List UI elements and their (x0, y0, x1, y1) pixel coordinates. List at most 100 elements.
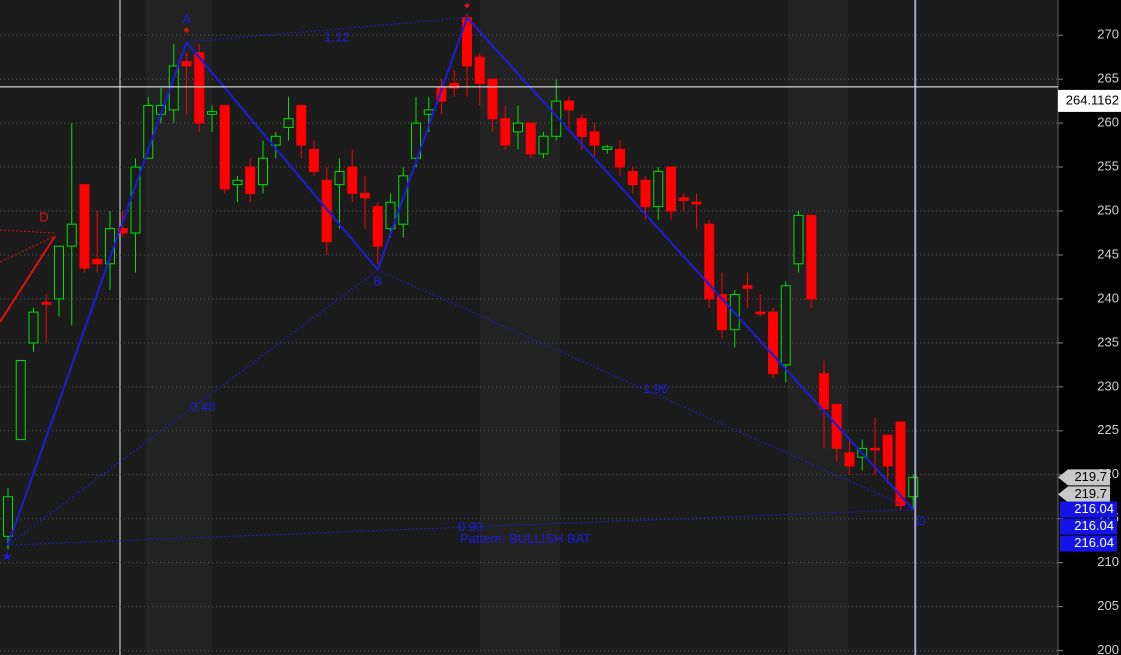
candle-body (819, 373, 829, 410)
candle-body (347, 166, 358, 194)
pattern-ratio: 1.12 (324, 29, 349, 44)
candle-body (79, 184, 90, 269)
candle-body (551, 100, 562, 137)
candle-body (615, 148, 625, 168)
candle-body (270, 135, 281, 146)
pattern-ratio: 0.48 (190, 399, 215, 414)
pattern-point-label: A (182, 12, 191, 27)
candle-body (372, 206, 383, 247)
candle-body (640, 179, 651, 208)
pattern-leg (466, 16, 914, 511)
candle-body (66, 223, 77, 247)
candle-body (627, 170, 638, 186)
candle-body (678, 197, 689, 201)
candle-body (28, 311, 39, 344)
price-tag-box (1060, 501, 1117, 518)
candle-body (793, 214, 804, 265)
price-tag-box (1060, 535, 1117, 552)
candle-body (15, 359, 26, 441)
y-tick-label: 255 (1097, 158, 1119, 173)
pattern-dotted-line (186, 17, 468, 43)
candle-body (882, 434, 893, 467)
candle-body (666, 166, 676, 212)
candle-body (780, 285, 791, 366)
candle-body (92, 258, 103, 265)
candle-body (908, 476, 919, 498)
y-tick-label: 265 (1097, 71, 1119, 86)
candle-body (844, 452, 855, 467)
candle-body (500, 118, 511, 146)
candle-body (143, 105, 154, 159)
candle-body (41, 301, 52, 305)
candle-body (423, 109, 434, 115)
candle-body (806, 214, 817, 300)
y-tick-label: 200 (1097, 642, 1119, 655)
price-tag-label: 219.7 (1074, 486, 1107, 501)
candle-body (487, 78, 498, 120)
candle-body (232, 179, 243, 186)
prior-pattern: D (0, 209, 56, 323)
pattern-point-label: B (373, 273, 382, 288)
crosshair-label-box (1058, 89, 1121, 112)
y-tick-label: 235 (1097, 334, 1119, 349)
candle-body (870, 447, 880, 451)
pattern-leg (376, 17, 468, 271)
y-tick-label: 250 (1097, 202, 1119, 217)
candle-body (602, 146, 613, 150)
price-tag-box (1060, 518, 1117, 535)
y-tick-label: 205 (1097, 598, 1119, 613)
candle-body (385, 201, 396, 230)
price-tag-label: 219.7 (1074, 469, 1107, 484)
candle-body (589, 131, 600, 146)
candle-body (691, 201, 702, 205)
pattern-leg (7, 41, 188, 546)
candle-body (219, 105, 230, 190)
candle-body (474, 56, 485, 85)
candle-body (54, 245, 64, 300)
price-tag-label: 216.04 (1074, 518, 1114, 533)
price-tag-label: 216.04 (1074, 501, 1114, 516)
candle-body (360, 192, 370, 199)
candle-body (181, 61, 192, 67)
price-tag-box (1058, 486, 1110, 503)
pattern-dotted-line (7, 509, 914, 546)
pattern-dotted-line (377, 269, 914, 511)
prior-pattern-leg (0, 235, 56, 323)
candle-body (895, 421, 906, 507)
candle-body (117, 228, 128, 234)
candle-body (538, 135, 549, 155)
candle-body (309, 148, 319, 172)
candle-body (3, 496, 13, 537)
y-tick-label: 245 (1097, 246, 1119, 261)
price-tag-label: 216.04 (1074, 535, 1114, 550)
candle-body (411, 122, 421, 159)
candle-body (576, 118, 587, 137)
y-tick-label: 240 (1097, 290, 1119, 305)
candle-body (525, 122, 536, 155)
candle-body (283, 118, 294, 128)
pattern-dotted-line (7, 269, 379, 546)
pattern-ratio: 0.93 (458, 519, 483, 534)
y-tick-label: 270 (1097, 27, 1119, 42)
prior-pattern-label: D (39, 209, 48, 224)
candle-body (704, 223, 715, 300)
candle-body (258, 157, 268, 186)
prior-pattern-leg (0, 229, 56, 234)
candle-body (245, 166, 256, 194)
pattern-origin-marker: ★ (1, 549, 13, 564)
candle-body (755, 311, 766, 315)
candle-body (194, 52, 205, 124)
pattern-point-label: D (917, 513, 926, 528)
crosshair-label: 264.1162 (1066, 92, 1119, 107)
band (788, 0, 848, 655)
candle-body (717, 294, 727, 331)
y-tick-label: 225 (1097, 422, 1119, 437)
candle-body (449, 83, 460, 89)
candle-body (768, 311, 778, 375)
y-tick-label: 260 (1097, 115, 1119, 130)
candle-body (321, 179, 332, 243)
candle-body (296, 105, 307, 146)
y-tick-label: 210 (1097, 554, 1119, 569)
